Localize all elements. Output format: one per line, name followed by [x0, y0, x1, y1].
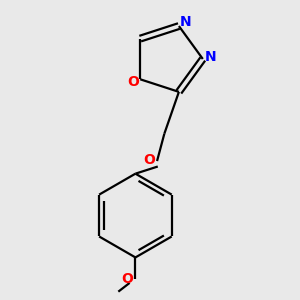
Text: N: N: [180, 15, 191, 29]
Text: O: O: [128, 75, 140, 89]
Text: O: O: [122, 272, 134, 286]
Text: O: O: [143, 153, 155, 167]
Text: N: N: [205, 50, 217, 64]
